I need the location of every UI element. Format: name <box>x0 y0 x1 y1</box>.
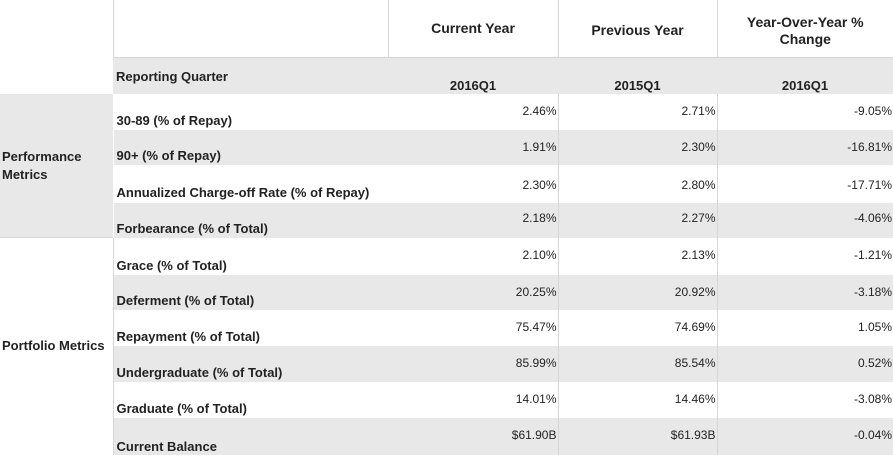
cell-change: -4.06% <box>717 203 893 238</box>
quarter-change: 2016Q1 <box>717 57 893 94</box>
header-corner-cell <box>0 0 114 57</box>
table-row: 90+ (% of Repay) 1.91% 2.30% -16.81% <box>0 130 893 166</box>
table-row: Deferment (% of Total) 20.25% 20.92% -3.… <box>0 274 893 310</box>
cell-change: -16.81% <box>717 130 893 166</box>
row-label: 90+ (% of Repay) <box>113 130 388 166</box>
cell-previous: 85.54% <box>558 345 718 382</box>
reporting-quarter-row: Reporting Quarter 2016Q1 2015Q1 2016Q1 <box>0 57 893 94</box>
cell-previous: 74.69% <box>558 309 718 346</box>
table-row: Repayment (% of Total) 75.47% 74.69% 1.0… <box>0 309 893 346</box>
quarter-current: 2016Q1 <box>388 57 558 94</box>
cell-change: -3.08% <box>853 391 892 406</box>
cell-previous: 2.30% <box>558 130 718 166</box>
cell-previous: 2.13% <box>558 237 718 275</box>
cell-change: -0.04% <box>717 417 893 455</box>
cell-change: 0.52% <box>717 345 893 382</box>
row-label: Forbearance (% of Total) <box>113 203 388 238</box>
cell-previous: 2.71% <box>558 94 718 131</box>
group-portfolio-metrics: Portfolio Metrics <box>0 237 114 455</box>
table-row: Performance Metrics 30-89 (% of Repay) 2… <box>0 94 893 238</box>
cell-change: -1.21% <box>853 247 892 262</box>
cell-previous: $61.93B <box>558 417 718 455</box>
cell-current: 2.46% <box>388 94 559 131</box>
cell-change: -9.05% <box>853 104 892 118</box>
quarter-previous: 2015Q1 <box>558 57 717 94</box>
cell-change: -3.18% <box>717 274 893 310</box>
row-label: Deferment (% of Total) <box>113 274 388 310</box>
header-row: Current Year Previous Year Year-Over-Yea… <box>0 0 893 58</box>
row-label: Grace (% of Total) <box>116 257 227 273</box>
header-previous-year: Previous Year <box>558 0 718 58</box>
cell-current: 2.18% <box>388 203 559 238</box>
cell-previous: 14.46% <box>558 381 718 418</box>
cell-current: 14.01% <box>388 381 559 418</box>
cell-current: 2.10% <box>388 237 559 275</box>
table-row: Forbearance (% of Total) 2.18% 2.27% -4.… <box>0 203 893 238</box>
table-row: Current Balance $61.90B $61.93B -0.04% <box>0 417 893 455</box>
quarter-corner-cell <box>0 57 113 94</box>
row-label: Repayment (% of Total) <box>116 328 261 344</box>
header-current-year: Current Year <box>388 0 559 58</box>
table-row: Annualized Charge-off Rate (% of Repay) … <box>0 165 893 204</box>
group-performance-metrics: Performance Metrics <box>0 94 114 238</box>
cell-current: 85.99% <box>388 345 559 382</box>
header-label-cell <box>113 0 389 58</box>
cell-current: 75.47% <box>388 309 559 346</box>
cell-current: 2.30% <box>388 165 559 204</box>
header-yoy-change: Year-Over-Year % Change <box>717 0 893 58</box>
row-label: Graduate (% of Total) <box>116 400 247 416</box>
cell-change: -17.71% <box>847 178 892 193</box>
cell-previous: 2.27% <box>558 203 718 238</box>
row-label: Undergraduate (% of Total) <box>113 345 388 382</box>
row-label: Annualized Charge-off Rate (% of Repay) <box>116 185 370 201</box>
table-row: Portfolio Metrics Grace (% of Total) 2.1… <box>0 237 893 455</box>
cell-change: 1.05% <box>857 319 892 334</box>
table-row: Undergraduate (% of Total) 85.99% 85.54%… <box>0 345 893 382</box>
cell-current: $61.90B <box>388 417 559 455</box>
header-yoy-change-text: Year-Over-Year % Change <box>746 14 864 47</box>
cell-previous: 20.92% <box>558 274 718 310</box>
cell-current: 1.91% <box>388 130 559 166</box>
cell-current: 20.25% <box>388 274 559 310</box>
cell-previous: 2.80% <box>558 165 718 204</box>
row-label: 30-89 (% of Repay) <box>116 113 233 129</box>
row-label: Current Balance <box>113 417 388 455</box>
reporting-quarter-label: Reporting Quarter <box>113 57 388 94</box>
table-row: Graduate (% of Total) 14.01% 14.46% -3.0… <box>0 381 893 418</box>
